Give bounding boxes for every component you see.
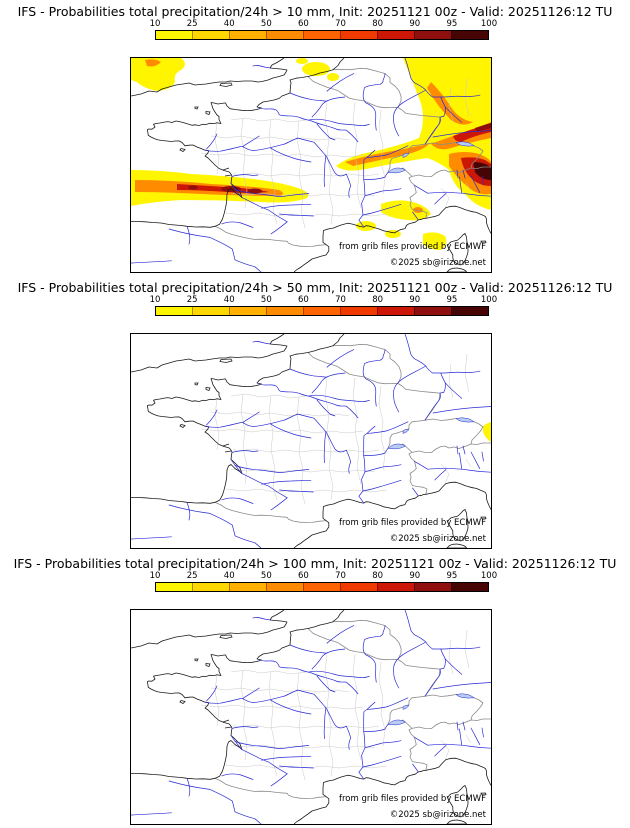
colorbar-tick: 80 [372,571,384,581]
colorbar-cell [414,307,451,315]
colorbar-tick: 100 [480,295,498,305]
ecmwf-credit: from grib files provided by ECMWF [339,518,486,528]
colorbar-cell [192,583,229,591]
panel-precip-10mm: IFS - Probabilities total precipitation/… [0,0,630,276]
colorbar-tick: 50 [260,295,272,305]
colorbar-tick: 10 [149,295,161,305]
colorbar-tick: 60 [298,295,309,305]
colorbar-cell [266,31,303,39]
map-svg-10mm [131,58,491,272]
colorbar-tick: 90 [409,19,421,29]
colorbar-tick: 70 [335,571,346,581]
colorbar-tick: 50 [260,571,272,581]
colorbar-bar [155,582,489,592]
colorbar-bar [155,30,489,40]
colorbar-tick: 40 [223,295,235,305]
colorbar-cell [266,307,303,315]
colorbar-tick: 70 [335,295,346,305]
colorbar: 10 25 40 50 60 70 80 90 95 100 [150,19,498,40]
map-100mm: from grib files provided by ECMWF ©2025 … [130,609,492,825]
copyright: ©2025 sb@irizone.net [389,810,486,820]
colorbar-cell [451,31,488,39]
colorbar-tick: 100 [480,19,498,29]
colorbar-cell [303,307,340,315]
colorbar-tick: 95 [446,295,458,305]
copyright: ©2025 sb@irizone.net [389,534,486,544]
panel-precip-100mm: IFS - Probabilities total precipitation/… [0,552,630,828]
colorbar-tick: 25 [186,571,198,581]
colorbar-tick: 70 [335,19,346,29]
colorbar-cell [229,31,266,39]
colorbar-cell [377,31,414,39]
colorbar-tick: 80 [372,19,384,29]
colorbar-cell [229,583,266,591]
colorbar-tick: 40 [223,19,235,29]
colorbar-cell [192,31,229,39]
colorbar-cell [266,583,303,591]
ecmwf-credit: from grib files provided by ECMWF [339,794,486,804]
panel-precip-50mm: IFS - Probabilities total precipitation/… [0,276,630,552]
map-svg-100mm [131,610,491,824]
colorbar: 10 25 40 50 60 70 80 90 95 100 [150,295,498,316]
colorbar-cell [340,31,377,39]
colorbar-tick: 40 [223,571,235,581]
colorbar-cell [303,31,340,39]
colorbar-tick: 10 [149,571,161,581]
colorbar-cell [192,307,229,315]
colorbar-cell [451,307,488,315]
colorbar-cell [303,583,340,591]
colorbar: 10 25 40 50 60 70 80 90 95 100 [150,571,498,592]
colorbar-cell [414,583,451,591]
colorbar-tick: 60 [298,19,309,29]
colorbar-cell [156,31,192,39]
colorbar-ticks: 10 25 40 50 60 70 80 90 95 100 [150,295,498,305]
colorbar-cell [451,583,488,591]
panel-title: IFS - Probabilities total precipitation/… [17,4,613,19]
copyright: ©2025 sb@irizone.net [389,258,486,268]
colorbar-cell [340,583,377,591]
colorbar-bar [155,306,489,316]
map-svg-50mm [131,334,491,548]
colorbar-tick: 25 [186,295,198,305]
colorbar-tick: 50 [260,19,272,29]
colorbar-ticks: 10 25 40 50 60 70 80 90 95 100 [150,571,498,581]
precip-overlay-50mm [483,422,491,442]
colorbar-tick: 60 [298,571,309,581]
panel-title: IFS - Probabilities total precipitation/… [17,280,613,295]
colorbar-cell [377,307,414,315]
colorbar-cell [340,307,377,315]
colorbar-cell [414,31,451,39]
colorbar-tick: 10 [149,19,161,29]
colorbar-ticks: 10 25 40 50 60 70 80 90 95 100 [150,19,498,29]
map-50mm: from grib files provided by ECMWF ©2025 … [130,333,492,549]
colorbar-tick: 25 [186,19,198,29]
colorbar-tick: 95 [446,19,458,29]
ecmwf-credit: from grib files provided by ECMWF [339,242,486,252]
colorbar-tick: 95 [446,571,458,581]
colorbar-tick: 100 [480,571,498,581]
precip-overlay-10mm [131,58,491,250]
colorbar-cell [377,583,414,591]
colorbar-cell [229,307,266,315]
panel-title: IFS - Probabilities total precipitation/… [13,556,617,571]
colorbar-cell [156,583,192,591]
colorbar-tick: 90 [409,295,421,305]
colorbar-tick: 90 [409,571,421,581]
colorbar-tick: 80 [372,295,384,305]
map-10mm: from grib files provided by ECMWF ©2025 … [130,57,492,273]
colorbar-cell [156,307,192,315]
